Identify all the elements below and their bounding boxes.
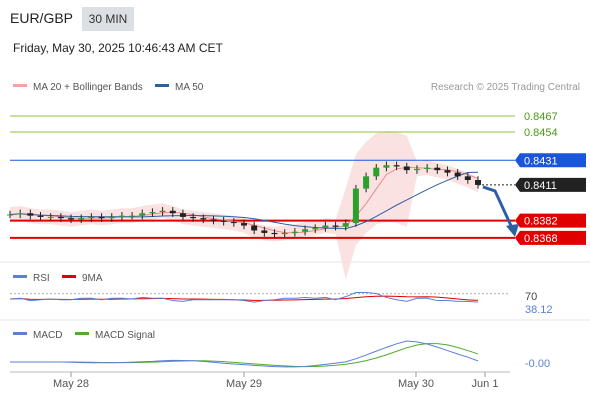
macd-line: [10, 340, 479, 368]
level-label-0.8454: 0.8454: [524, 127, 558, 139]
price-panel: 0.8467 0.8454 0.8431 0.8411 0.8382 0.8368: [7, 111, 586, 280]
bollinger-band: [10, 130, 478, 280]
symbol-title: EUR/GBP: [10, 10, 74, 26]
level-tag-0.8368: [515, 230, 586, 245]
candle-body: [241, 223, 247, 226]
candle-body: [169, 210, 176, 214]
x-axis: May 28 May 29 May 30 Jun 1: [53, 372, 499, 390]
candle-body: [271, 232, 278, 235]
candle-body: [444, 170, 451, 173]
candle-body: [17, 213, 24, 215]
candle-body: [434, 167, 441, 171]
legend-ma50: MA 50: [175, 82, 204, 93]
legend-swatch-9ma: [62, 275, 76, 278]
candle-body: [179, 213, 186, 217]
credit-text: Research © 2025 Trading Central: [431, 82, 580, 93]
candle-body: [200, 218, 207, 220]
candle-body: [413, 168, 420, 171]
candle-body: [118, 215, 125, 217]
datetime-label: Friday, May 30, 2025 10:46:43 AM CET: [13, 41, 223, 55]
candle-body: [261, 230, 268, 233]
legend-swatch-ma50: [155, 84, 169, 87]
candle-body: [342, 223, 349, 227]
candle-body: [149, 212, 156, 214]
candle-body: [322, 225, 329, 228]
candle-body: [332, 225, 339, 227]
candle-body: [27, 213, 34, 216]
candle-body: [393, 165, 400, 167]
candle-body: [291, 231, 298, 233]
candle-body: [454, 172, 461, 177]
forecast-arrow: [482, 185, 514, 229]
candle-body: [139, 213, 146, 216]
legend-swatch-macd: [13, 332, 27, 335]
legend-ma20: MA 20 + Bollinger Bands: [33, 82, 143, 93]
rsi-level-70: 70: [525, 291, 537, 303]
forecast-arrowhead: [506, 223, 519, 237]
candle-body: [7, 214, 13, 216]
candle-body: [88, 216, 95, 219]
rsi-last-value: 38.12: [525, 304, 553, 316]
legend-9ma: 9MA: [82, 273, 103, 284]
x-tick-label: May 28: [53, 378, 89, 390]
candle-body: [403, 166, 410, 171]
candle-body: [98, 216, 105, 219]
x-tick-label: May 30: [398, 378, 434, 390]
level-tag-0.8382: [515, 213, 586, 228]
rsi-9ma-line: [9, 295, 479, 301]
level-tag-0.8411: [515, 177, 586, 192]
candle-body: [37, 215, 44, 217]
legend-swatch-ma20: [13, 84, 27, 87]
candle-body: [57, 216, 64, 219]
candle-body: [312, 228, 319, 230]
level-label-0.8411: 0.8411: [524, 180, 557, 192]
timeframe-badge[interactable]: 30 MIN: [82, 7, 134, 31]
level-label-0.8431: 0.8431: [524, 155, 558, 167]
candle-body: [281, 232, 288, 235]
candle-body: [475, 180, 481, 185]
candle-body: [78, 218, 85, 220]
rsi-panel: [9, 292, 510, 303]
candle-body: [464, 176, 471, 180]
x-tick-label: Jun 1: [472, 378, 499, 390]
candle-body: [47, 216, 54, 218]
candle-body: [220, 220, 227, 222]
level-label-0.8467: 0.8467: [524, 111, 558, 123]
legend-macd-signal: MACD Signal: [95, 330, 155, 341]
candle-body: [383, 165, 390, 168]
candle-body: [373, 167, 380, 177]
legend-swatch-macd-signal: [75, 332, 89, 335]
candle-body: [68, 218, 75, 220]
candle-body: [159, 210, 166, 212]
level-tag-0.8431: [515, 153, 586, 168]
ma50-line: [9, 171, 479, 230]
macd-last-value: -0.00: [525, 358, 550, 370]
candle-body: [108, 216, 115, 219]
candle-body: [129, 215, 136, 217]
legend-macd: MACD: [33, 330, 62, 341]
legend-rsi: RSI: [33, 273, 50, 284]
macd-panel: [10, 340, 479, 368]
candle-body: [190, 216, 197, 219]
candle-body: [302, 229, 309, 232]
macd-signal-line: [10, 343, 479, 368]
candle-body: [424, 167, 431, 169]
candle-body: [363, 176, 370, 189]
candle-body: [251, 225, 258, 231]
candle-body: [210, 219, 217, 221]
rsi-line: [9, 292, 479, 303]
candle-body: [230, 221, 237, 224]
legend-swatch-rsi: [13, 275, 27, 278]
candle-body: [352, 188, 359, 224]
level-label-0.8382: 0.8382: [524, 216, 558, 228]
level-label-0.8368: 0.8368: [524, 233, 558, 245]
x-tick-label: May 29: [226, 378, 262, 390]
